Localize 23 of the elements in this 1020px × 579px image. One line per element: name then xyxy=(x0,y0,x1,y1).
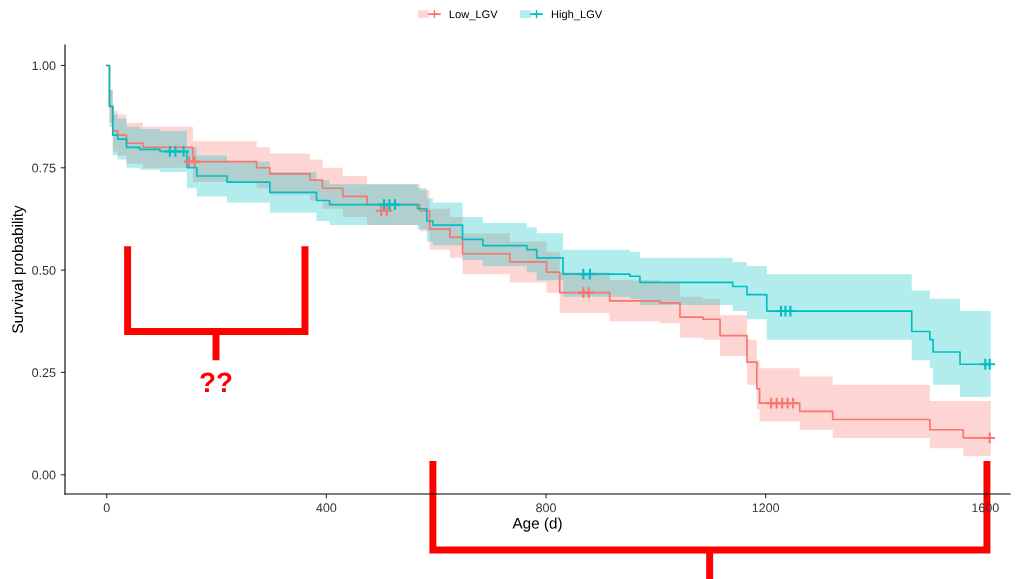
point xyxy=(388,198,402,212)
point xyxy=(177,145,191,158)
y-tick-label: 1.00 xyxy=(32,61,56,71)
annotation: ?? xyxy=(200,372,232,392)
point xyxy=(983,357,997,371)
y-tick-label: 0.25 xyxy=(32,368,56,378)
point xyxy=(582,286,596,300)
y-tick-label: 0.75 xyxy=(32,163,56,173)
point xyxy=(380,204,394,218)
x-tick-label: 400 xyxy=(316,503,337,513)
point xyxy=(188,155,202,169)
legend-label: Low_LGV xyxy=(449,10,498,21)
y-tick-label: 0.00 xyxy=(32,470,56,480)
legend-label: High_LGV xyxy=(551,10,603,21)
x-tick-label: 800 xyxy=(536,503,556,513)
point xyxy=(786,396,800,410)
x-axis-title: Age (d) xyxy=(512,517,562,532)
x-tick-label: 0 xyxy=(103,503,110,513)
x-tick-label: 1200 xyxy=(752,503,780,513)
y-tick-label: 0.50 xyxy=(32,265,56,275)
point xyxy=(983,431,997,445)
y-axis-title: Survival probability xyxy=(11,205,27,333)
point xyxy=(583,267,597,281)
